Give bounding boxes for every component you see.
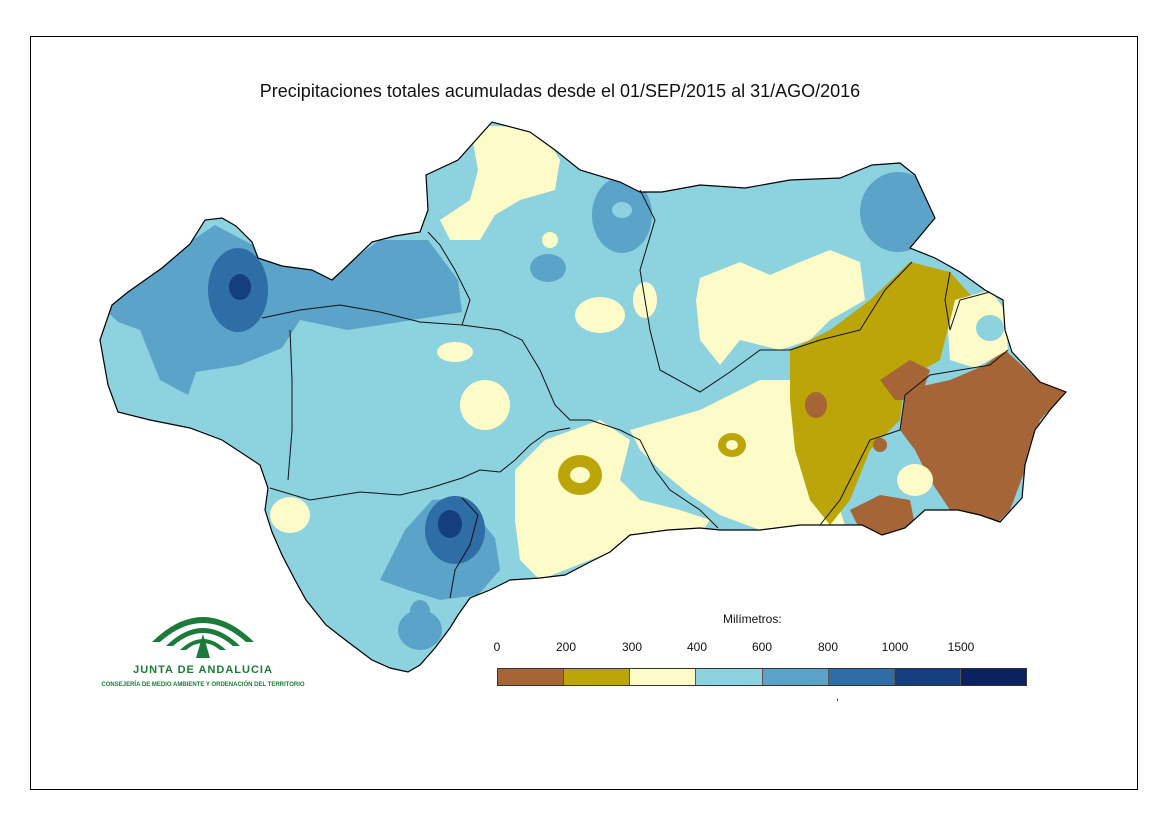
logo-emblem-icon	[152, 617, 254, 658]
legend-tick-label: 1500	[947, 640, 975, 654]
map-title: Precipitaciones totales acumuladas desde…	[259, 81, 861, 101]
logo-name: JUNTA DE ANDALUCIA	[133, 664, 273, 676]
legend-tick-label: 600	[751, 640, 773, 654]
legend-tick-label: 1000	[881, 640, 909, 654]
legend-swatch	[762, 669, 829, 685]
legend-caption: Milímetros:	[723, 612, 782, 626]
legend-tick-label: 0	[493, 640, 501, 654]
logo-subtitle: CONSEJERÍA DE MEDIO AMBIENTE Y ORDENACIÓ…	[101, 682, 305, 688]
legend-swatch	[564, 669, 631, 685]
legend-swatch	[960, 669, 1026, 685]
legend-tick-label: 300	[621, 640, 643, 654]
legend-swatch	[828, 669, 895, 685]
legend-tick-label: 800	[817, 640, 839, 654]
legend-swatch	[630, 669, 697, 685]
legend-color-scale	[497, 668, 1027, 686]
legend-swatch	[894, 669, 961, 685]
legend-tick-label: 400	[686, 640, 708, 654]
svg-text:,: ,	[836, 692, 839, 703]
map-frame	[30, 36, 1138, 790]
legend-tick-label: 200	[555, 640, 577, 654]
legend-swatch	[696, 669, 763, 685]
legend-swatch	[498, 669, 565, 685]
junta-de-andalucia-logo: JUNTA DE ANDALUCIA CONSEJERÍA DE MEDIO A…	[96, 598, 310, 694]
